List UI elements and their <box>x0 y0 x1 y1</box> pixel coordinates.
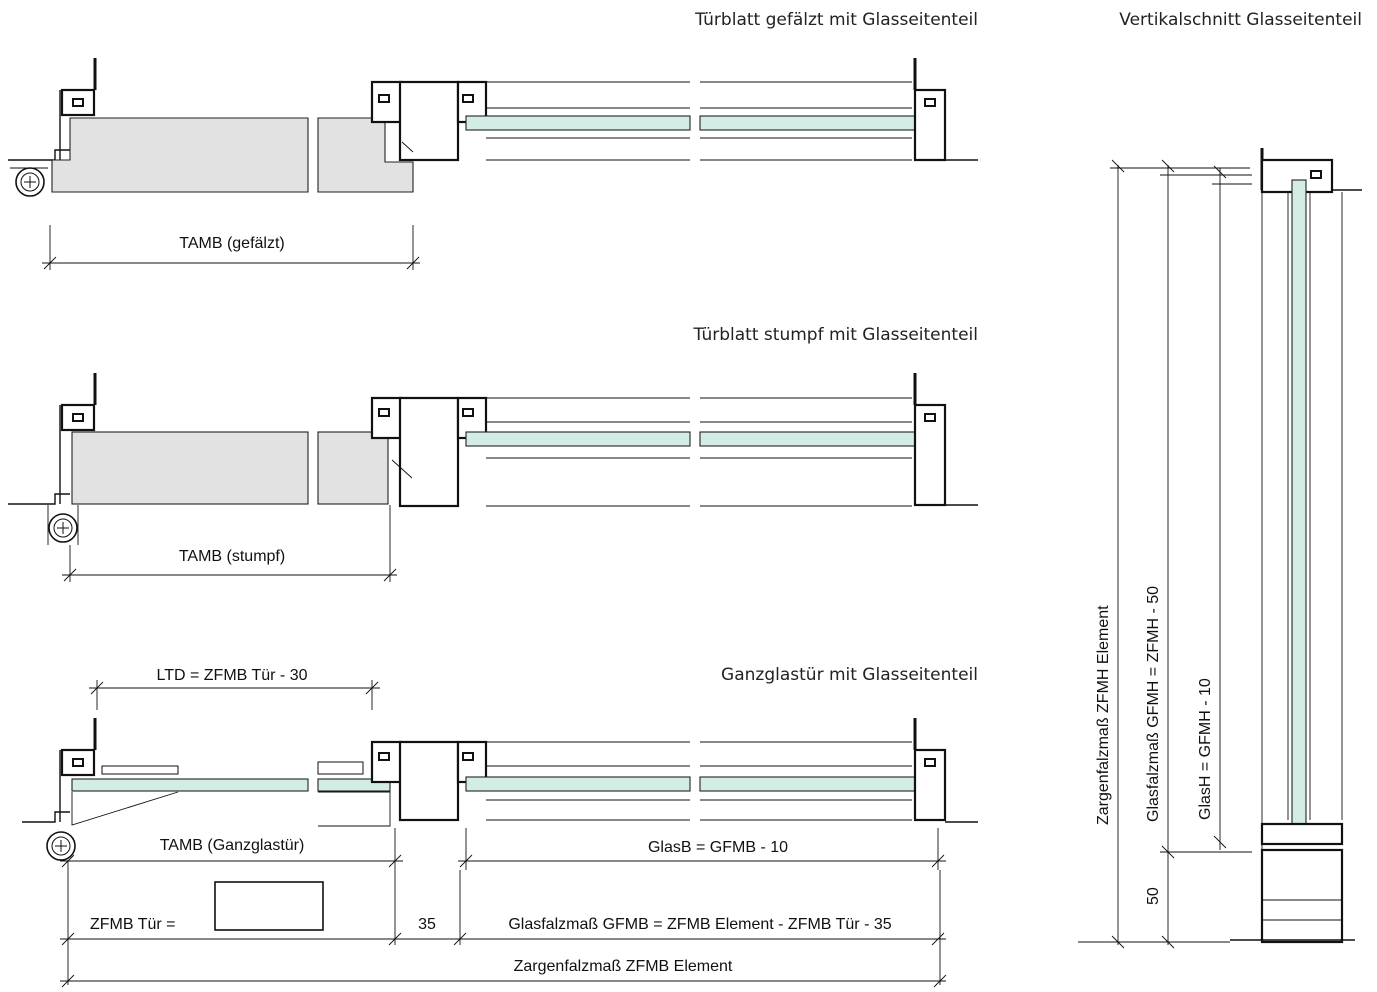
label-gfmb: Glasfalzmaß GFMB = ZFMB Element - ZFMB T… <box>508 916 891 933</box>
dim-tamb-stumpf: TAMB (stumpf) <box>62 505 397 582</box>
label-tamb-gefalzt: TAMB (gefälzt) <box>179 235 285 252</box>
dim-tamb-ganzglas: TAMB (Ganzglastür) <box>60 828 403 985</box>
label-zfmb-tuer: ZFMB Tür = <box>90 916 176 933</box>
label-zfmh-element: Zargenfalzmaß ZFMH Element <box>1095 605 1112 825</box>
label-ltd: LTD = ZFMB Tür - 30 <box>157 667 308 684</box>
dim-glasb: GlasB = GFMB - 10 <box>458 828 946 870</box>
label-glash: GlasH = GFMH - 10 <box>1197 678 1214 820</box>
dim-zfmb-element: Zargenfalzmaß ZFMB Element <box>60 958 947 988</box>
dim-zfmb-row: ZFMB Tür = 35 Glasfalzmaß GFMB = ZFMB El… <box>60 870 946 985</box>
title-section2: Türblatt stumpf mit Glasseitenteil <box>692 325 978 345</box>
label-tamb-stumpf: TAMB (stumpf) <box>179 548 285 565</box>
dim-tamb-gefalzt: TAMB (gefälzt) <box>42 225 420 270</box>
vertical-section <box>1230 148 1362 944</box>
label-gfmh: Glasfalzmaß GFMH = ZFMH - 50 <box>1145 586 1162 822</box>
label-h50: 50 <box>1145 887 1162 905</box>
label-glasb: GlasB = GFMB - 10 <box>648 839 788 856</box>
dim-ltd: LTD = ZFMB Tür - 30 <box>89 667 380 710</box>
title-section1: Türblatt gefälzt mit Glasseitenteil <box>694 10 978 30</box>
vertical-dimensions: Zargenfalzmaß ZFMH Element Glasfalzmaß G… <box>1078 159 1252 949</box>
title-section3: Ganzglastür mit Glasseitenteil <box>721 665 978 685</box>
section1-drawing <box>8 58 978 197</box>
label-zfmb-element: Zargenfalzmaß ZFMB Element <box>514 958 733 975</box>
label-gap-35: 35 <box>418 916 436 933</box>
label-tamb-ganzglas: TAMB (Ganzglastür) <box>160 837 305 854</box>
title-vertical: Vertikalschnitt Glasseitenteil <box>1119 10 1362 30</box>
section3-drawing <box>22 718 978 861</box>
section2-drawing <box>8 373 978 545</box>
input-box <box>214 881 324 931</box>
